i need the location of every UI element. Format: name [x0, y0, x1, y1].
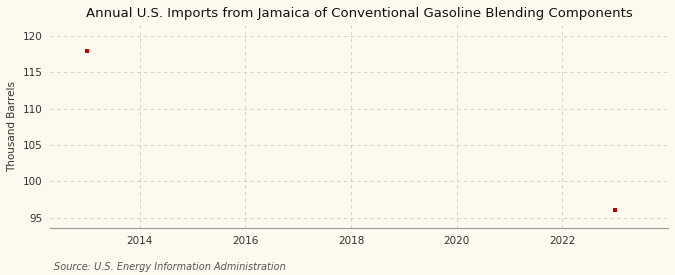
Y-axis label: Thousand Barrels: Thousand Barrels	[7, 81, 17, 172]
Text: Source: U.S. Energy Information Administration: Source: U.S. Energy Information Administ…	[54, 262, 286, 272]
Title: Annual U.S. Imports from Jamaica of Conventional Gasoline Blending Components: Annual U.S. Imports from Jamaica of Conv…	[86, 7, 632, 20]
